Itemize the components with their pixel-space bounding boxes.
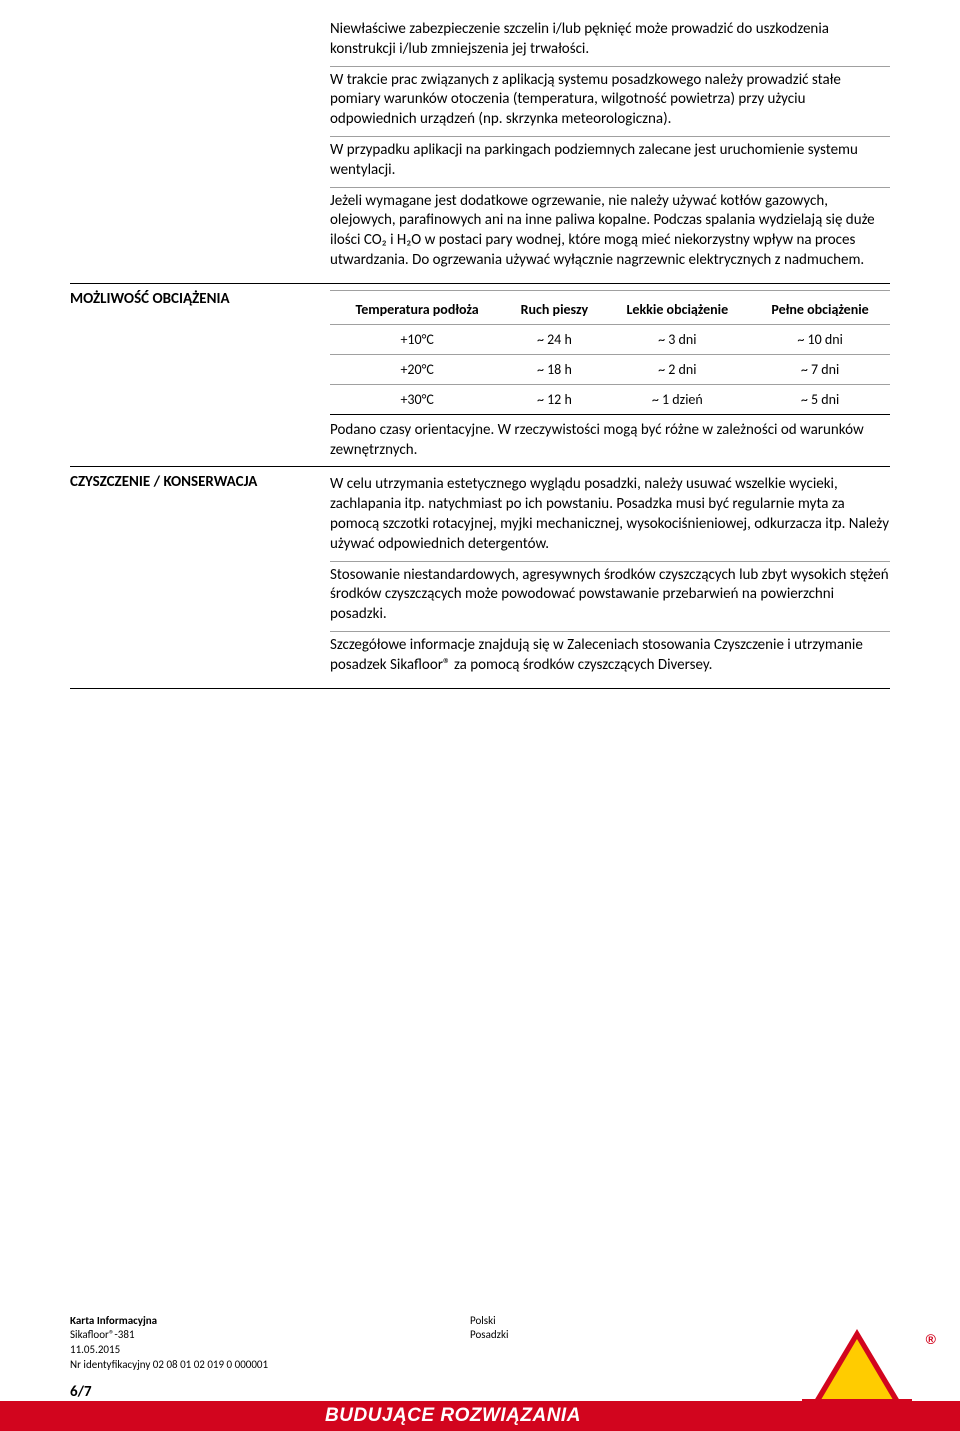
table-cell: +30°C — [330, 384, 504, 414]
para-3: W przypadku aplikacji na parkingach podz… — [330, 136, 890, 187]
section-label-load: MOŻLIWOŚĆ OBCIĄŻENIA — [70, 284, 330, 467]
table-cell: +10°C — [330, 324, 504, 354]
table-cell: ~ 10 dni — [750, 324, 890, 354]
cleaning-p1: W celu utrzymania estetycznego wyglądu p… — [330, 471, 890, 560]
footer-bar: BUDUJĄCE ROZWIĄZANIA — [0, 1401, 960, 1431]
table-row: +10°C ~ 24 h ~ 3 dni ~ 10 dni — [330, 324, 890, 354]
cleaning-p2: Stosowanie niestandardowych, agresywnych… — [330, 561, 890, 631]
brand-slogan: BUDUJĄCE ROZWIĄZANIA — [325, 1405, 581, 1427]
load-table: Temperatura podłoża Ruch pieszy Lekkie o… — [330, 295, 890, 415]
table-cell: ~ 2 dni — [605, 354, 751, 384]
table-cell: ~ 12 h — [504, 384, 604, 414]
section-label-cleaning: CZYSZCZENIE / KONSERWACJA — [70, 467, 330, 687]
table-cell: +20°C — [330, 354, 504, 384]
para-2: W trakcie prac związanych z aplikacją sy… — [330, 66, 890, 136]
table-row: +30°C ~ 12 h ~ 1 dzień ~ 5 dni — [330, 384, 890, 414]
footer-line: Nr identyfikacyjny 02 08 01 02 019 0 000… — [70, 1358, 330, 1373]
footer-line: Posadzki — [470, 1328, 508, 1343]
table-header: Lekkie obciążenie — [605, 295, 751, 325]
table-cell: ~ 18 h — [504, 354, 604, 384]
table-cell: ~ 5 dni — [750, 384, 890, 414]
table-header: Pełne obciążenie — [750, 295, 890, 325]
footer-line: 11.05.2015 — [70, 1343, 330, 1358]
para-4: Jeżeli wymagane jest dodatkowe ogrzewani… — [330, 187, 890, 277]
cleaning-p3: Szczegółowe informacje znajdują się w Za… — [330, 631, 890, 682]
footer-line: Sikafloor®-381 — [70, 1328, 330, 1343]
page-footer: Karta Informacyjna Sikafloor®-381 11.05.… — [70, 1314, 890, 1401]
para-1: Niewłaściwe zabezpieczenie szczelin i/lu… — [330, 16, 890, 66]
table-row: +20°C ~ 18 h ~ 2 dni ~ 7 dni — [330, 354, 890, 384]
footer-line: Polski — [470, 1314, 508, 1329]
table-cell: ~ 24 h — [504, 324, 604, 354]
page-number: 6/7 — [70, 1383, 890, 1401]
table-header: Ruch pieszy — [504, 295, 604, 325]
table-cell: ~ 3 dni — [605, 324, 751, 354]
registered-mark-icon: ® — [926, 1331, 936, 1347]
load-note: Podano czasy orientacyjne. W rzeczywisto… — [330, 415, 890, 461]
table-cell: ~ 7 dni — [750, 354, 890, 384]
table-cell: ~ 1 dzień — [605, 384, 751, 414]
table-header: Temperatura podłoża — [330, 295, 504, 325]
footer-line: Karta Informacyjna — [70, 1314, 330, 1329]
